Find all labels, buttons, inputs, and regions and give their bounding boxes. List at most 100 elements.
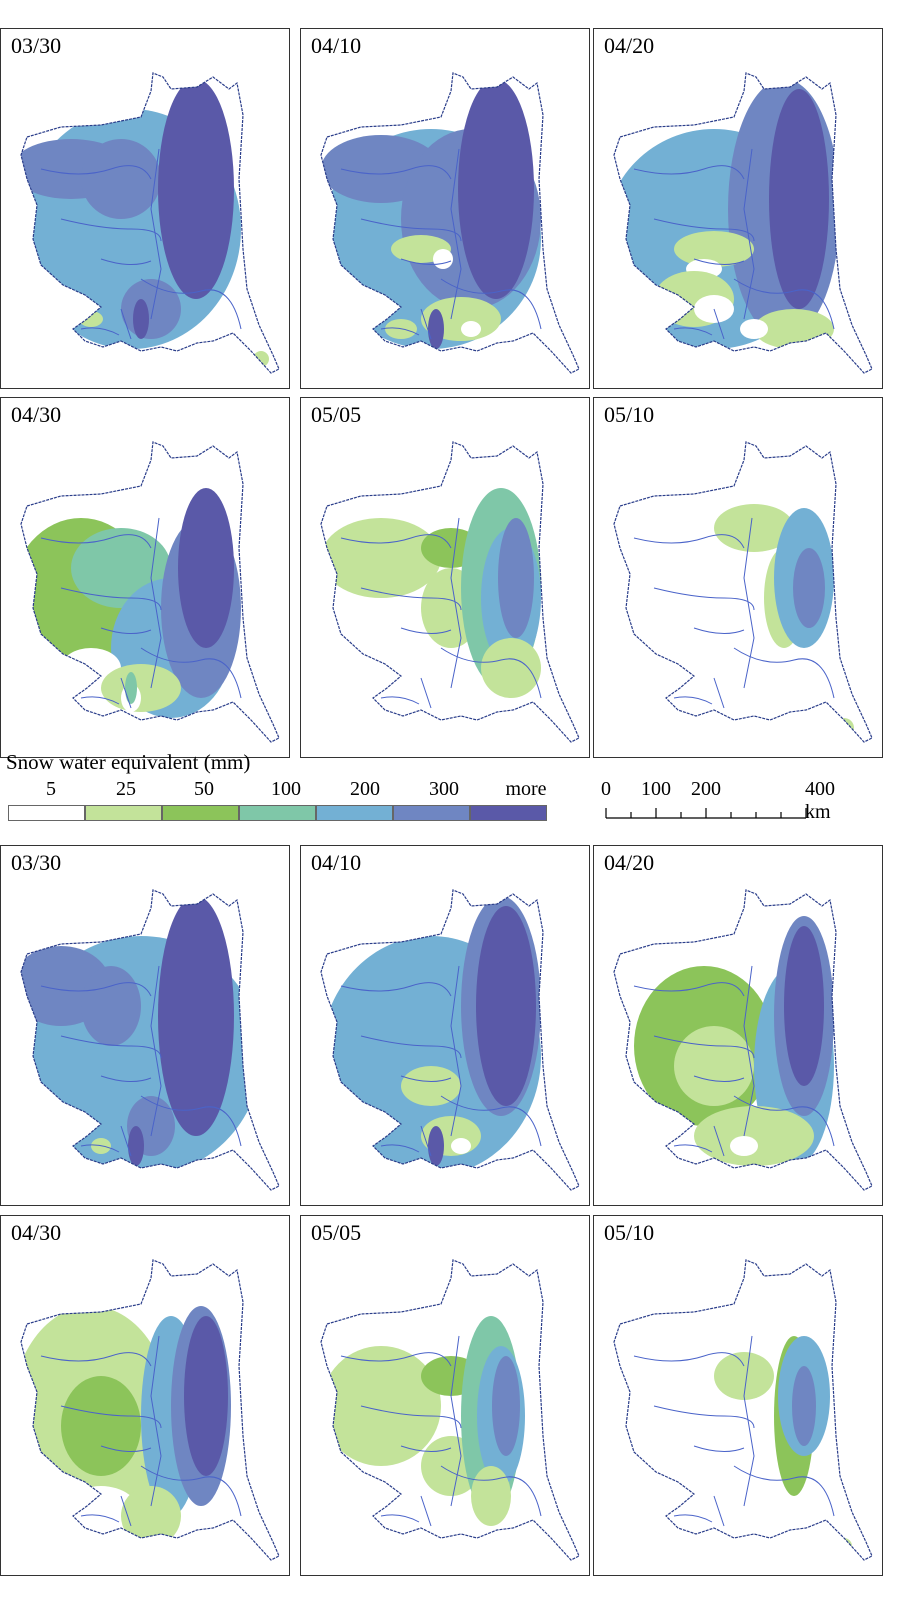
swe-region [793, 548, 825, 628]
river-line [140, 278, 242, 330]
swe-region [498, 518, 534, 638]
river-line [150, 965, 162, 1137]
swe-region [81, 966, 141, 1046]
river-line [380, 1144, 420, 1153]
river-line [150, 517, 162, 689]
map-panel: 05/05 [300, 397, 590, 758]
river-line [360, 218, 462, 242]
scale-label: 200 [691, 778, 721, 800]
river-line [420, 1125, 432, 1157]
river-line [80, 696, 120, 705]
river-line [440, 1465, 542, 1517]
river-network [40, 148, 242, 340]
map-panel: 03/30 [0, 845, 290, 1206]
legend-swatch [162, 805, 239, 821]
river-network [633, 517, 835, 709]
panel-date-label: 04/30 [11, 1220, 62, 1245]
river-line [743, 965, 755, 1137]
panel-date-label: 04/20 [604, 33, 655, 58]
basin-boundary [20, 889, 280, 1191]
swe-region [471, 1466, 511, 1526]
river-line [80, 1144, 120, 1153]
river-line [360, 1035, 462, 1059]
river-line [140, 647, 242, 699]
swe-fill-layer [21, 890, 279, 1190]
swe-region [184, 1316, 228, 1476]
swe-fill-layer [321, 442, 579, 742]
scale-ruler [605, 808, 807, 819]
river-line [100, 627, 152, 634]
river-network [340, 517, 542, 709]
swe-region [769, 89, 829, 309]
legend-swatch [8, 805, 85, 821]
river-line [420, 677, 432, 709]
river-line [420, 308, 432, 340]
basin-boundary [613, 72, 873, 374]
river-line [120, 1125, 132, 1157]
scale-label: 0 [601, 778, 611, 800]
river-line [340, 165, 452, 180]
snow-map [20, 72, 280, 374]
scale-label: 100 [641, 778, 671, 800]
map-panel: 05/10 [593, 1215, 883, 1576]
river-line [633, 534, 745, 549]
river-network [40, 1335, 242, 1527]
map-panel: 04/10 [300, 845, 590, 1206]
panel-date-label: 03/30 [11, 33, 62, 58]
panel-date-label: 05/05 [311, 402, 362, 427]
swe-region [451, 1138, 471, 1154]
panel-date-label: 04/30 [11, 402, 62, 427]
river-line [713, 1125, 725, 1157]
river-line [400, 258, 452, 265]
river-line [340, 1352, 452, 1367]
river-line [693, 258, 745, 265]
river-network [340, 148, 542, 340]
river-network [40, 517, 242, 709]
snow-map [613, 441, 873, 743]
swe-region [79, 311, 103, 327]
river-line [713, 677, 725, 709]
river-line [40, 534, 152, 549]
river-line [80, 1514, 120, 1523]
legend-class-label: 5 [46, 778, 56, 800]
basin-boundary [613, 1259, 873, 1561]
snow-map [613, 1259, 873, 1561]
river-line [40, 165, 152, 180]
river-line [693, 1445, 745, 1452]
river-line [360, 587, 462, 611]
panel-date-label: 05/10 [604, 402, 655, 427]
river-line [653, 218, 755, 242]
basin-boundary [20, 1259, 280, 1561]
legend-swatch [85, 805, 162, 821]
river-line [340, 534, 452, 549]
legend-title: Snow water equivalent (mm) [6, 750, 251, 774]
legend-class-label: more [505, 778, 547, 800]
swe-region [61, 1376, 141, 1476]
basin-boundary [320, 72, 580, 374]
snow-map [320, 441, 580, 743]
river-line [733, 1095, 835, 1147]
swe-fill-layer [321, 73, 579, 373]
river-line [380, 696, 420, 705]
swe-region [401, 1066, 461, 1106]
legend-color-bar [8, 805, 547, 821]
river-line [400, 1445, 452, 1452]
river-network [633, 965, 835, 1157]
panel-date-label: 05/10 [604, 1220, 655, 1245]
river-network [40, 965, 242, 1157]
river-network [340, 965, 542, 1157]
river-line [633, 982, 745, 997]
snow-map [613, 889, 873, 1191]
swe-region [158, 896, 234, 1136]
map-panel: 04/30 [0, 1215, 290, 1576]
river-line [60, 587, 162, 611]
swe-fill-layer [614, 1260, 872, 1560]
basin-boundary [20, 72, 280, 374]
swe-fill-layer [21, 1260, 279, 1560]
scale-bar: 0 100 200 400 km [598, 778, 868, 828]
legend-class-label: 200 [350, 778, 380, 800]
snow-map [320, 889, 580, 1191]
swe-fill-layer [614, 890, 872, 1190]
river-network [633, 1335, 835, 1527]
swe-region [253, 351, 269, 367]
